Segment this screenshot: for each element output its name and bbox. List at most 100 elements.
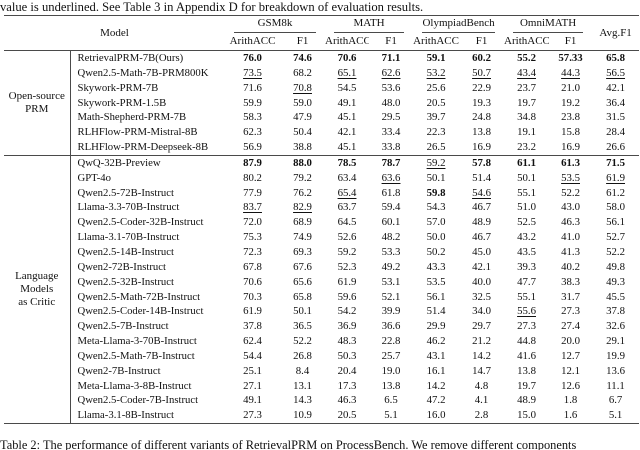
metric-value-cell: 6.7 bbox=[608, 394, 623, 407]
metric-value-cell: 13.8 bbox=[472, 126, 491, 139]
metric-value-cell: 65.6 bbox=[293, 275, 312, 288]
metric-value-cell: 32.5 bbox=[472, 290, 491, 303]
metric-value-cell: 4.1 bbox=[474, 394, 489, 407]
metric-value-cell: 31.7 bbox=[561, 290, 580, 303]
metric-value-cell: 65.8 bbox=[606, 52, 626, 64]
metric-value-cell: 34.0 bbox=[472, 305, 491, 318]
metric-value-cell: 16.9 bbox=[561, 141, 580, 154]
metric-value-cell: 53.5 bbox=[561, 171, 580, 184]
metric-value-cell: 53.1 bbox=[381, 275, 401, 288]
metric-value-cell: 14.7 bbox=[472, 364, 491, 377]
metric-value-cell: 5.1 bbox=[608, 409, 623, 422]
metric-value-cell: 55.1 bbox=[517, 290, 536, 303]
metric-value-cell: 36.4 bbox=[606, 96, 626, 109]
metric-value-cell: 68.9 bbox=[293, 216, 312, 229]
metric-value-cell: 38.8 bbox=[293, 141, 312, 154]
col-header-metric: ArithACC bbox=[413, 35, 459, 47]
metric-value-cell: 54.3 bbox=[426, 201, 446, 214]
metric-value-cell: 20.5 bbox=[426, 96, 446, 109]
metric-value-cell: 25.6 bbox=[426, 81, 446, 94]
metric-value-cell: 39.3 bbox=[517, 260, 536, 273]
metric-value-cell: 70.6 bbox=[337, 52, 357, 64]
metric-value-cell: 80.2 bbox=[243, 171, 262, 184]
metric-value-cell: 46.3 bbox=[337, 394, 357, 407]
metric-value-cell: 42.1 bbox=[337, 126, 357, 139]
metric-value-cell: 25.7 bbox=[381, 349, 401, 362]
metric-value-cell: 11.1 bbox=[606, 379, 625, 392]
model-name-cell: Llama-3.1-8B-Instruct bbox=[77, 409, 174, 422]
metric-value-cell: 49.3 bbox=[606, 275, 626, 288]
model-name-cell: Llama-3.1-70B-Instruct bbox=[77, 231, 180, 244]
metric-value-cell: 50.2 bbox=[426, 245, 446, 258]
metric-value-cell: 19.7 bbox=[517, 96, 536, 109]
metric-value-cell: 71.5 bbox=[592, 154, 640, 171]
metric-value-cell: 25.1 bbox=[243, 364, 262, 377]
group-label-line: Open-source bbox=[8, 89, 65, 102]
metric-value-cell: 48.0 bbox=[381, 96, 401, 109]
header-row-benchmarks: Model GSM8k MATH OlympiadBench OmniMATH Avg.F… bbox=[4, 16, 639, 39]
metric-value-cell: 78.7 bbox=[369, 154, 414, 171]
model-name-cell: Qwen2-7B-Instruct bbox=[77, 364, 161, 377]
metric-value-cell: 58.0 bbox=[606, 201, 626, 214]
metric-value-cell: 22.3 bbox=[426, 126, 446, 139]
col-header-model: Model bbox=[100, 26, 129, 39]
metric-value-cell: 65.1 bbox=[337, 66, 357, 79]
metric-value-cell: 72.0 bbox=[243, 216, 262, 229]
metric-value-cell: 67.6 bbox=[293, 260, 312, 273]
metric-value-cell: 49.2 bbox=[381, 260, 401, 273]
col-header-metric: F1 bbox=[296, 35, 309, 47]
metric-value-cell: 50.7 bbox=[472, 66, 491, 79]
col-header-metric: F1 bbox=[475, 35, 488, 47]
table-row: Language Models as Critic QwQ-32B-Preview 87… bbox=[4, 154, 640, 424]
results-table: Model GSM8k MATH OlympiadBench OmniMATH Avg.F… bbox=[4, 15, 640, 425]
metric-value-cell: 50.1 bbox=[517, 171, 536, 184]
metric-value-cell: 60.2 bbox=[472, 52, 491, 64]
metric-value-cell: 53.2 bbox=[426, 66, 446, 79]
metric-value-cell: 58.3 bbox=[243, 111, 262, 124]
metric-value-cell: 65.8 bbox=[293, 290, 312, 303]
metric-value-cell: 46.7 bbox=[472, 201, 491, 214]
metric-value-cell: 83.7 bbox=[243, 201, 262, 214]
model-name-cell: Qwen2-72B-Instruct bbox=[77, 260, 166, 273]
metric-value-cell: 52.6 bbox=[337, 231, 357, 244]
model-name-cell: Qwen2.5-Coder-7B-Instruct bbox=[77, 394, 199, 407]
metric-value-cell: 61.9 bbox=[606, 171, 626, 184]
metric-value-cell: 45.1 bbox=[337, 141, 357, 154]
metric-value-cell: 51.4 bbox=[426, 305, 446, 318]
table-row: Math-Shepherd-PRM-7B 58.3 47.9 45.1 29.5 39.7… bbox=[4, 110, 639, 125]
col-header-avg-f1: Avg.F1 bbox=[599, 26, 632, 39]
metric-value-cell: 73.5 bbox=[243, 66, 262, 79]
metric-value-cell: 53.5 bbox=[426, 275, 446, 288]
table-row: GPT-4o 80.2 79.2 63.4 63.6 50.1 51.4 50.1 53.5 61… bbox=[4, 171, 639, 186]
metric-value-cell: 1.6 bbox=[563, 409, 578, 422]
metric-value-cell: 39.7 bbox=[426, 111, 446, 124]
col-header-benchmark-group: MATH bbox=[325, 16, 413, 33]
table-row: Skywork-PRM-7B 71.6 70.8 54.5 53.6 25.6 22.9 23… bbox=[4, 81, 639, 96]
metric-value-cell: 59.4 bbox=[381, 201, 401, 214]
metric-value-cell: 52.2 bbox=[561, 186, 580, 199]
group-label-line: Models bbox=[20, 283, 54, 295]
metric-value-cell: 47.9 bbox=[293, 111, 312, 124]
metric-value-cell: 59.2 bbox=[413, 154, 460, 171]
metric-value-cell: 54.2 bbox=[337, 305, 357, 318]
model-name-cell: RLHFlow-PRM-Deepseek-8B bbox=[77, 141, 209, 154]
metric-value-cell: 59.0 bbox=[293, 96, 312, 109]
metric-value-cell: 41.3 bbox=[561, 245, 580, 258]
intro-text: value is underlined. See Table 3 in Appe… bbox=[0, 0, 424, 14]
table-row: Qwen2.5-72B-Instruct 77.9 76.2 65.4 61.8 59.8… bbox=[4, 186, 639, 201]
metric-value-cell: 74.9 bbox=[293, 231, 312, 244]
metric-value-cell: 72.3 bbox=[243, 245, 262, 258]
metric-value-cell: 46.3 bbox=[561, 216, 580, 229]
model-name-cell: Qwen2.5-Math-72B-Instruct bbox=[77, 290, 201, 303]
metric-value-cell: 52.7 bbox=[606, 231, 626, 244]
metric-value-cell: 50.1 bbox=[293, 305, 312, 318]
metric-value-cell: 26.6 bbox=[606, 141, 626, 154]
metric-value-cell: 48.2 bbox=[381, 231, 401, 244]
table-row: RLHFlow-PRM-Mistral-8B 62.3 50.4 42.1 33.4 22… bbox=[4, 125, 639, 140]
metric-value-cell: 27.4 bbox=[561, 320, 580, 333]
metric-value-cell: 22.8 bbox=[381, 335, 401, 348]
group-label-line: Language bbox=[15, 270, 59, 282]
metric-value-cell: 36.6 bbox=[381, 320, 401, 333]
metric-value-cell: 55.1 bbox=[517, 186, 536, 199]
table-row: Qwen2-7B-Instruct 25.1 8.4 20.4 19.0 16.1 14.7… bbox=[4, 364, 639, 379]
